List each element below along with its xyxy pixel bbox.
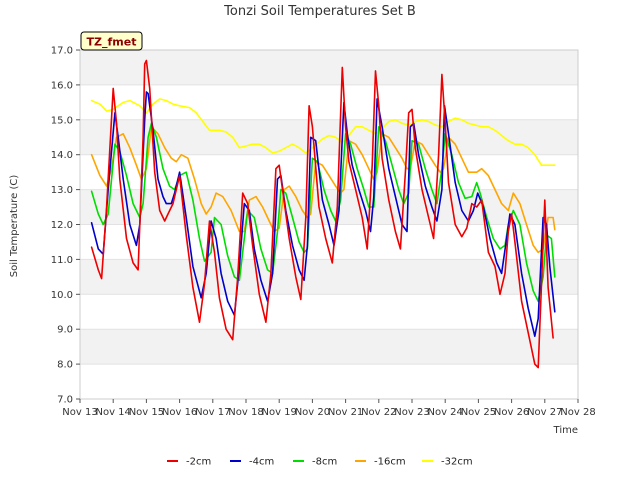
series-line-4cm bbox=[90, 91, 556, 338]
grid-band bbox=[80, 84, 578, 120]
legend-label: -32cm bbox=[441, 457, 473, 468]
legend-label: -16cm bbox=[374, 457, 406, 468]
series-line-32cm bbox=[90, 98, 556, 166]
y-tick-label: 9.0 bbox=[57, 325, 73, 336]
legend-item: -8cm bbox=[293, 457, 337, 468]
y-tick-label: 11.0 bbox=[51, 255, 73, 266]
x-tick-label: Nov 20 bbox=[295, 407, 330, 418]
y-tick-label: 17.0 bbox=[51, 46, 73, 57]
y-tick-label: 12.0 bbox=[51, 220, 73, 231]
legend-label: -2cm bbox=[186, 457, 211, 468]
y-axis: 7.0 8.0 9.0 10.0 11.0 12.0 13.0 14.0 15.0 16.0 17.… bbox=[51, 46, 80, 406]
series-line-16cm bbox=[90, 126, 556, 254]
legend-item: -4cm bbox=[230, 457, 274, 468]
grid-band bbox=[80, 224, 578, 260]
x-tick-label: Nov 25 bbox=[461, 407, 496, 418]
legend: -2cm -4cm -8cm -16cm -32cm bbox=[167, 457, 473, 468]
y-tick-label: 8.0 bbox=[57, 360, 73, 371]
legend-item: -2cm bbox=[167, 457, 211, 468]
y-tick-label: 15.0 bbox=[51, 115, 73, 126]
series-line-2cm bbox=[90, 59, 554, 369]
grid-band bbox=[80, 364, 578, 399]
x-tick-label: Nov 13 bbox=[62, 407, 97, 418]
station-tag-box bbox=[80, 31, 143, 51]
series-line-8cm bbox=[90, 122, 556, 303]
x-tick-label: Nov 23 bbox=[394, 407, 429, 418]
legend-label: -8cm bbox=[312, 457, 337, 468]
grid-band bbox=[80, 119, 578, 155]
x-tick-label: Nov 24 bbox=[427, 407, 462, 418]
legend-item: -32cm bbox=[422, 457, 473, 468]
station-tag: TZ_fmet bbox=[80, 31, 143, 51]
x-axis-title: Time bbox=[553, 425, 578, 436]
x-tick-label: Nov 27 bbox=[527, 407, 562, 418]
legend-label: -4cm bbox=[249, 457, 274, 468]
chart-title: Tonzi Soil Temperatures Set B bbox=[223, 4, 416, 19]
x-tick-label: Nov 21 bbox=[328, 407, 363, 418]
y-tick-label: 13.0 bbox=[51, 185, 73, 196]
x-tick-label: Nov 19 bbox=[261, 407, 296, 418]
x-tick-label: Nov 26 bbox=[494, 407, 529, 418]
x-tick-label: Nov 15 bbox=[129, 407, 164, 418]
legend-item: -16cm bbox=[355, 457, 406, 468]
x-tick-label: Nov 17 bbox=[195, 407, 230, 418]
grid-band bbox=[80, 329, 578, 365]
y-axis-title: Soil Temperature (C) bbox=[9, 175, 20, 278]
grid-band bbox=[80, 294, 578, 330]
x-tick-label: Nov 22 bbox=[361, 407, 396, 418]
x-tick-label: Nov 18 bbox=[228, 407, 263, 418]
x-tick-label: Nov 16 bbox=[162, 407, 197, 418]
series-layer bbox=[90, 59, 556, 369]
grid-band bbox=[80, 154, 578, 190]
x-tick-label: Nov 14 bbox=[95, 407, 130, 418]
x-tick-label: Nov 28 bbox=[560, 407, 595, 418]
y-tick-label: 7.0 bbox=[57, 395, 73, 406]
y-tick-label: 14.0 bbox=[51, 150, 73, 161]
station-tag-label: TZ_fmet bbox=[87, 36, 137, 49]
y-tick-label: 16.0 bbox=[51, 80, 73, 91]
grid-band bbox=[80, 50, 578, 85]
y-tick-label: 10.0 bbox=[51, 290, 73, 301]
